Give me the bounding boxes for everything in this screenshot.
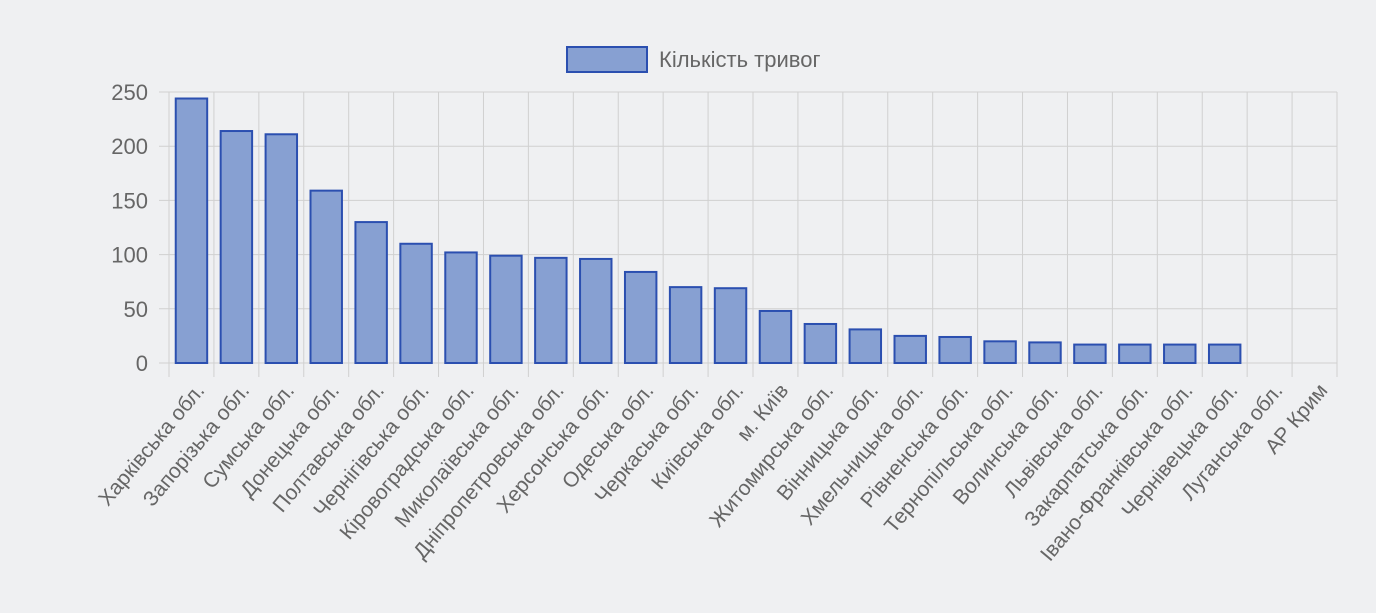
legend[interactable]: Кількість тривог (566, 46, 820, 73)
bar[interactable] (219, 130, 254, 364)
bar[interactable] (1118, 343, 1152, 364)
bar[interactable] (803, 322, 838, 365)
y-tick-label: 200 (111, 134, 148, 159)
bars-group (174, 97, 1242, 365)
bar[interactable] (713, 287, 748, 365)
bar[interactable] (983, 340, 1017, 365)
grid-lines (159, 91, 1338, 377)
y-tick-label: 0 (136, 351, 148, 376)
bar[interactable] (354, 221, 388, 364)
bar[interactable] (264, 133, 299, 364)
y-tick-label: 150 (111, 188, 148, 213)
bar[interactable] (1207, 343, 1242, 364)
bar[interactable] (1028, 341, 1062, 364)
bar[interactable] (893, 334, 927, 364)
bar[interactable] (489, 254, 523, 365)
bar[interactable] (758, 309, 793, 364)
legend-swatch[interactable] (566, 46, 648, 73)
bar[interactable] (174, 97, 209, 364)
bar[interactable] (938, 335, 972, 365)
legend-label[interactable]: Кількість тривог (659, 47, 820, 72)
bar[interactable] (444, 251, 478, 365)
bar[interactable] (623, 270, 658, 364)
bar[interactable] (534, 256, 568, 364)
y-tick-label: 50 (124, 297, 148, 322)
y-tick-label: 250 (111, 80, 148, 105)
bar[interactable] (1163, 343, 1197, 364)
bar[interactable] (309, 189, 343, 364)
bar[interactable] (1073, 343, 1107, 364)
y-tick-label: 100 (111, 243, 148, 268)
bar[interactable] (399, 242, 433, 364)
bar[interactable] (668, 286, 703, 364)
bar[interactable] (848, 328, 883, 364)
bar[interactable] (579, 257, 613, 365)
